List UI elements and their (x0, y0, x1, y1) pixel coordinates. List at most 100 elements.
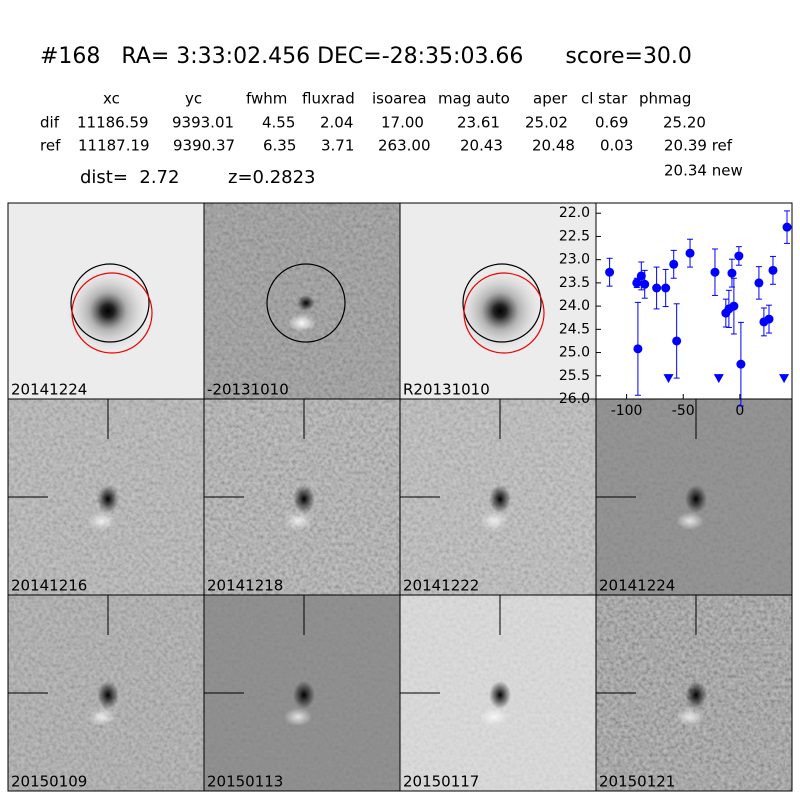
stamp (7, 594, 205, 792)
y-tick-label: 23.0 (559, 252, 590, 268)
stamp (203, 202, 401, 400)
title: #168 RA= 3:33:02.456 DEC=-28:35:03.66 sc… (40, 44, 692, 69)
stamp-label: 20141216 (11, 577, 87, 595)
column-header: cl star (581, 90, 628, 108)
table-cell: 9393.01 (172, 114, 234, 132)
source-dark (489, 485, 511, 513)
column-header: yc (185, 90, 202, 108)
table-cell: ref (40, 137, 61, 155)
aperture-black (462, 263, 542, 343)
source-dark (293, 681, 315, 709)
stamp (203, 594, 401, 792)
stamp (399, 202, 597, 400)
y-tick-label: 24.0 (559, 298, 590, 314)
table-cell: 20.43 (460, 137, 503, 155)
stamp-label: 20150117 (403, 773, 479, 791)
data-point (661, 283, 671, 293)
residual-dark (297, 295, 315, 311)
aperture-black (70, 263, 150, 343)
table-cell: 20.39 ref (664, 137, 733, 155)
data-point (727, 268, 737, 278)
x-tick-label: -100 (611, 403, 643, 419)
galaxy (458, 269, 542, 353)
stamp-label: 20141224 (11, 381, 87, 399)
data-point (734, 251, 744, 261)
y-tick-label: 25.5 (559, 368, 590, 384)
y-tick-label: 26.0 (559, 391, 590, 407)
source-light (88, 512, 116, 530)
upper-limit (713, 374, 724, 384)
table-cell: 9390.37 (173, 137, 235, 155)
source-light (676, 512, 704, 530)
source-light (480, 512, 508, 530)
upper-limit (663, 374, 674, 384)
stamp-label: R20131010 (403, 381, 490, 399)
data-point (710, 267, 720, 277)
column-header: phmag (639, 90, 691, 108)
y-tick-label: 22.5 (559, 228, 590, 244)
y-tick-label: 24.5 (559, 321, 590, 337)
stamp (595, 398, 793, 596)
stamp-label: 20141218 (207, 577, 283, 595)
data-point (685, 248, 695, 258)
column-header: isoarea (372, 90, 427, 108)
data-point (669, 259, 679, 269)
data-point (636, 271, 646, 281)
source-light (88, 708, 116, 726)
galaxy (66, 269, 150, 353)
stamp (399, 594, 597, 792)
data-point (640, 279, 650, 289)
stamp (7, 202, 205, 400)
y-tick-label: 22.0 (559, 205, 590, 221)
table-cell: 0.69 (595, 114, 628, 132)
stamp-label: 20150113 (207, 773, 283, 791)
table-cell: 11187.19 (78, 137, 150, 155)
source-dark (97, 485, 119, 513)
data-point (633, 344, 643, 354)
data-point (652, 283, 662, 293)
source-light (284, 708, 312, 726)
source-dark (685, 485, 707, 513)
column-header: fwhm (246, 90, 287, 108)
table-cell: 17.00 (381, 114, 424, 132)
new-mag: 20.34 new (664, 162, 743, 180)
source-dark (489, 681, 511, 709)
stamp-label: 20141224 (599, 577, 675, 595)
redshift: z=0.2823 (228, 167, 316, 188)
table-cell: 20.48 (532, 137, 575, 155)
data-point (754, 278, 764, 288)
source-light (284, 512, 312, 530)
y-tick-label: 25.0 (559, 345, 590, 361)
column-header: mag auto (438, 90, 510, 108)
aperture-red (463, 272, 545, 354)
table-cell: 2.04 (320, 114, 353, 132)
source-light (676, 708, 704, 726)
data-point (605, 267, 615, 277)
plot-border (595, 202, 793, 400)
table-cell: 23.61 (457, 114, 500, 132)
x-tick-label: 0 (735, 403, 744, 419)
column-header: xc (103, 90, 120, 108)
data-point (782, 222, 792, 232)
stamp (7, 398, 205, 596)
table-cell: 11186.59 (77, 114, 149, 132)
stamp-label: 20141222 (403, 577, 479, 595)
data-point (729, 301, 739, 311)
table-cell: 263.00 (378, 137, 431, 155)
y-tick-label: 23.5 (559, 275, 590, 291)
x-tick-label: -50 (672, 403, 695, 419)
column-header: aper (533, 90, 568, 108)
source-dark (685, 681, 707, 709)
upper-limit (779, 374, 790, 384)
table-cell: 25.02 (525, 114, 568, 132)
aperture-black (266, 263, 346, 343)
residual-light (288, 314, 316, 332)
table-cell: 0.03 (600, 137, 633, 155)
source-dark (293, 485, 315, 513)
stamp-border (595, 594, 793, 792)
table-cell: 3.71 (321, 137, 354, 155)
table-cell: 6.35 (263, 137, 296, 155)
stamp-label: 20150121 (599, 773, 675, 791)
source-light (480, 708, 508, 726)
